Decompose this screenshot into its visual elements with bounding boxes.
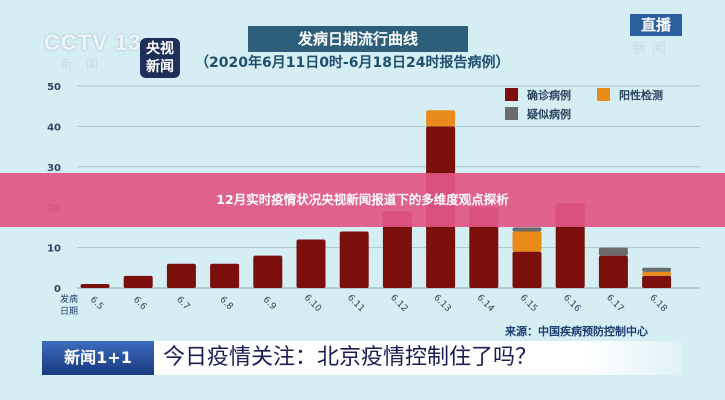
y-tick-label: 40: [47, 122, 61, 133]
legend-swatch: [505, 107, 518, 120]
bar-确诊病例: [382, 211, 412, 288]
ticker-headline: 今日疫情关注：北京疫情控制住了吗？: [163, 345, 538, 370]
bar-阳性检测: [426, 110, 456, 127]
cctv-logo-sub: 新闻: [60, 57, 113, 71]
x-tick-label: 6.9: [261, 295, 278, 312]
legend-label: 疑似病例: [527, 107, 571, 121]
x-tick-label: 6.14: [475, 293, 496, 314]
legend-swatch: [505, 88, 518, 101]
legend-label: 阳性检测: [619, 88, 663, 102]
source-note: 来源：中国疾病预防控制中心: [505, 325, 648, 338]
x-tick-label: 6.16: [561, 293, 582, 314]
x-tick-label: 6.6: [131, 295, 148, 312]
x-tick-label: 6.18: [647, 293, 668, 314]
bar-确诊病例: [469, 207, 499, 288]
bar-确诊病例: [339, 231, 369, 288]
live-badge: 直播: [630, 14, 682, 36]
y-tick-label: 50: [47, 82, 61, 93]
overlay-banner: 12月实时疫情状况央视新闻报道下的多维度观点探析: [0, 173, 725, 227]
bar-阳性检测: [512, 231, 542, 252]
x-tick-label: 6.11: [345, 293, 366, 314]
legend-label: 确诊病例: [527, 88, 571, 102]
x-tick-label: 6.13: [431, 293, 452, 314]
bar-疑似病例: [512, 227, 542, 232]
bar-疑似病例: [598, 247, 628, 256]
x-tick-label: 6.17: [604, 293, 625, 314]
x-tick-label: 6.12: [388, 293, 409, 314]
legend-swatch: [597, 88, 610, 101]
bar-确诊病例: [80, 283, 110, 288]
bar-确诊病例: [598, 255, 628, 288]
y-tick-label: 0: [54, 284, 61, 295]
bar-确诊病例: [512, 251, 542, 288]
x-tick-label: 6.15: [518, 293, 539, 314]
chart-title: 发病日期流行曲线: [248, 26, 468, 52]
bar-确诊病例: [296, 239, 326, 288]
bar-确诊病例: [253, 255, 283, 288]
chart-subtitle: （2020年6月11日0时-6月18日24时报告病例）: [195, 55, 510, 71]
y-tick-label: 10: [47, 244, 61, 255]
x-tick-label: 6.7: [174, 295, 191, 312]
bar-确诊病例: [123, 275, 153, 288]
bar-确诊病例: [642, 275, 672, 288]
y-tick-label: 30: [47, 163, 61, 174]
x-tick-label: 6.8: [217, 295, 234, 312]
bar-确诊病例: [210, 263, 240, 288]
program-logo: 新闻1+1: [42, 341, 154, 375]
live-badge-sub: 新闻: [632, 41, 672, 57]
bar-疑似病例: [642, 267, 672, 272]
bar-阳性检测: [642, 271, 672, 276]
cctv-logo: CCTV 13: [44, 30, 142, 55]
x-axis-label: 日期: [60, 306, 78, 317]
x-tick-label: 6.5: [88, 295, 105, 312]
x-axis-label: 发病: [60, 293, 78, 305]
cctv-news-logo: 央视新闻: [140, 38, 180, 78]
bar-确诊病例: [166, 263, 196, 288]
x-tick-label: 6.10: [302, 293, 323, 314]
